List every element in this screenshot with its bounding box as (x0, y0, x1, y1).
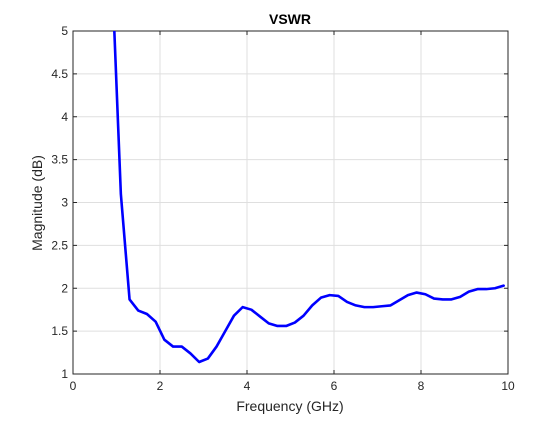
x-tick-label: 10 (501, 379, 515, 393)
x-tick-label: 0 (70, 379, 77, 393)
y-tick-label: 4 (61, 110, 68, 124)
y-tick-label: 1 (61, 367, 68, 381)
x-tick-label: 6 (331, 379, 338, 393)
axes: 0 2 4 6 8 10 1 1.5 2 2.5 3 3.5 4 4.5 5 (51, 24, 515, 393)
x-tick-label: 4 (244, 379, 251, 393)
y-axis-label: Magnitude (dB) (29, 155, 45, 251)
y-tick-label: 4.5 (51, 67, 68, 81)
y-tick-label: 2.5 (51, 238, 68, 252)
series-line-0 (113, 31, 505, 364)
y-tick-label: 3.5 (51, 153, 68, 167)
x-tick-label: 2 (157, 379, 164, 393)
axes-box (72, 30, 509, 375)
x-axis-label: Frequency (GHz) (236, 398, 343, 414)
grid (72, 30, 509, 375)
y-tick-label: 3 (61, 196, 68, 210)
series-layer (113, 31, 505, 364)
x-tick-label: 8 (418, 379, 425, 393)
y-tick-label: 2 (61, 281, 68, 295)
y-tick-label: 5 (61, 24, 68, 38)
y-tick-label: 1.5 (51, 324, 68, 338)
chart-title: VSWR (269, 11, 311, 27)
